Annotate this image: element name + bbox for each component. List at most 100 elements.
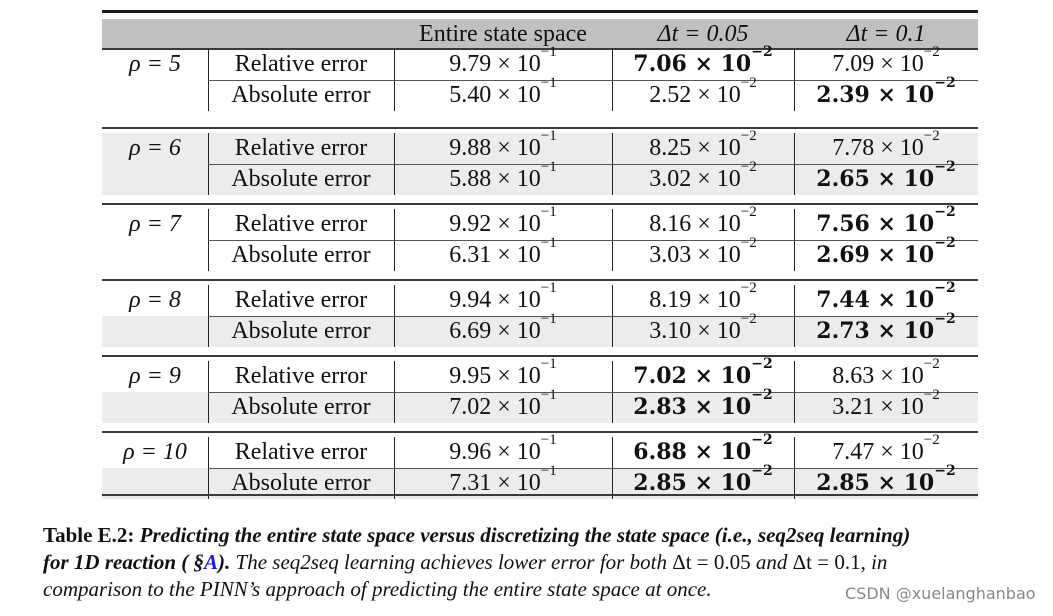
group-separator-rule: [102, 431, 978, 433]
caption-section-link[interactable]: A: [204, 550, 219, 574]
value-cell-dt005: 7.06 × 10−2: [612, 45, 794, 79]
value-mantissa: 3.21 × 10: [832, 394, 924, 420]
caption-text-1: The seq2seq learning achieves lower erro…: [235, 550, 667, 574]
value-exponent: −1: [540, 356, 557, 372]
value-exponent: −2: [923, 387, 940, 403]
group-separator-rule: [102, 127, 978, 129]
value-exponent: −2: [934, 159, 956, 175]
value-exponent: −1: [540, 75, 557, 91]
caption-line-1: Table E.2: Predicting the entire state s…: [43, 522, 1043, 549]
metric-label: Absolute error: [231, 242, 371, 268]
value-exponent: −2: [934, 280, 956, 296]
value-cell-dt01: 7.09 × 10−2: [794, 45, 978, 79]
value-cell-entire: 9.92 × 10−1: [394, 205, 612, 239]
value-mantissa: 2.85 × 10: [633, 470, 752, 496]
value-exponent: −1: [540, 159, 557, 175]
caption-math-2: Δt = 0.1,: [792, 550, 866, 574]
caption-text-2: and: [755, 550, 788, 574]
value-mantissa: 7.09 × 10: [832, 51, 924, 77]
value-cell-dt005: 3.10 × 10−2: [612, 312, 794, 346]
value-mantissa: 2.65 × 10: [816, 166, 935, 192]
value-mantissa: 2.39 × 10: [816, 82, 935, 108]
value-mantissa: 2.69 × 10: [816, 242, 935, 268]
value-exponent: −1: [540, 280, 557, 296]
value-exponent: −1: [540, 463, 557, 479]
caption-line-3: comparison to the PINN’s approach of pre…: [43, 577, 712, 601]
value-mantissa: 7.47 × 10: [832, 439, 924, 465]
metric-label: Relative error: [234, 51, 368, 77]
value-mantissa: 7.06 × 10: [633, 51, 752, 77]
value-mantissa: 9.95 × 10: [449, 363, 541, 389]
group-separator-rule: [102, 279, 978, 281]
rho-label: ρ = 7: [129, 211, 181, 237]
metric-label: Relative error: [234, 211, 368, 237]
group-separator-rule: [102, 355, 978, 357]
value-cell-dt005: 6.88 × 10−2: [612, 433, 794, 467]
row-divider: [208, 240, 978, 241]
header-entire-state-space: Entire state space: [419, 21, 587, 47]
value-mantissa: 3.02 × 10: [649, 166, 741, 192]
caption-math-1: Δt = 0.05: [672, 550, 751, 574]
value-exponent: −2: [740, 128, 757, 144]
value-exponent: −2: [923, 356, 940, 372]
value-cell-dt005: 7.02 × 10−2: [612, 357, 794, 391]
value-cell-dt01: 2.65 × 10−2: [794, 160, 978, 194]
value-exponent: −2: [740, 159, 757, 175]
value-cell-entire: 5.40 × 10−1: [394, 76, 612, 110]
value-exponent: −1: [540, 44, 557, 60]
value-exponent: −1: [540, 128, 557, 144]
value-mantissa: 7.02 × 10: [633, 363, 752, 389]
value-exponent: −2: [751, 356, 773, 372]
value-mantissa: 8.16 × 10: [649, 211, 741, 237]
rho-label: ρ = 10: [123, 439, 187, 465]
caption-title-3: ).: [218, 550, 231, 574]
value-cell-dt005: 8.19 × 10−2: [612, 281, 794, 315]
header-dt-01-text: Δt = 0.1: [846, 21, 926, 47]
row-divider: [208, 468, 978, 469]
value-cell-dt005: 2.85 × 10−2: [612, 464, 794, 498]
rho-label: ρ = 9: [129, 363, 181, 389]
metric-label: Absolute error: [231, 166, 371, 192]
value-cell-dt005: 2.52 × 10−2: [612, 76, 794, 110]
caption-text-3: in: [871, 550, 888, 574]
value-mantissa: 7.02 × 10: [449, 394, 541, 420]
value-mantissa: 8.63 × 10: [832, 363, 924, 389]
value-mantissa: 2.83 × 10: [633, 394, 752, 420]
value-cell-entire: 6.69 × 10−1: [394, 312, 612, 346]
value-cell-entire: 9.95 × 10−1: [394, 357, 612, 391]
value-mantissa: 9.92 × 10: [449, 211, 541, 237]
value-exponent: −2: [751, 463, 773, 479]
value-cell-entire: 6.31 × 10−1: [394, 236, 612, 270]
metric-label: Absolute error: [231, 318, 371, 344]
value-exponent: −1: [540, 432, 557, 448]
row-shade: [102, 392, 978, 423]
value-cell-dt01: 7.78 × 10−2: [794, 129, 978, 163]
rho-label: ρ = 6: [129, 135, 181, 161]
value-cell-entire: 7.31 × 10−1: [394, 464, 612, 498]
value-mantissa: 5.88 × 10: [449, 166, 541, 192]
metric-label: Relative error: [234, 287, 368, 313]
value-exponent: −1: [540, 204, 557, 220]
value-exponent: −2: [740, 280, 757, 296]
value-exponent: −2: [751, 44, 773, 60]
value-exponent: −2: [751, 432, 773, 448]
rho-label: ρ = 5: [129, 51, 181, 77]
row-divider: [208, 392, 978, 393]
value-mantissa: 3.03 × 10: [649, 242, 741, 268]
value-cell-dt005: 8.25 × 10−2: [612, 129, 794, 163]
value-mantissa: 2.85 × 10: [816, 470, 935, 496]
value-cell-dt005: 3.03 × 10−2: [612, 236, 794, 270]
value-mantissa: 9.96 × 10: [449, 439, 541, 465]
metric-label: Relative error: [234, 363, 368, 389]
bottom-rule: [102, 494, 978, 496]
metric-label: Relative error: [234, 439, 368, 465]
value-mantissa: 2.73 × 10: [816, 318, 935, 344]
value-mantissa: 7.44 × 10: [816, 287, 935, 313]
header-dt-01: Δt = 0.1: [794, 19, 978, 49]
value-mantissa: 9.79 × 10: [449, 51, 541, 77]
value-cell-entire: 5.88 × 10−1: [394, 160, 612, 194]
header-dt-005-text: Δt = 0.05: [657, 21, 749, 47]
value-mantissa: 7.31 × 10: [449, 470, 541, 496]
value-exponent: −2: [934, 311, 956, 327]
value-exponent: −1: [540, 387, 557, 403]
